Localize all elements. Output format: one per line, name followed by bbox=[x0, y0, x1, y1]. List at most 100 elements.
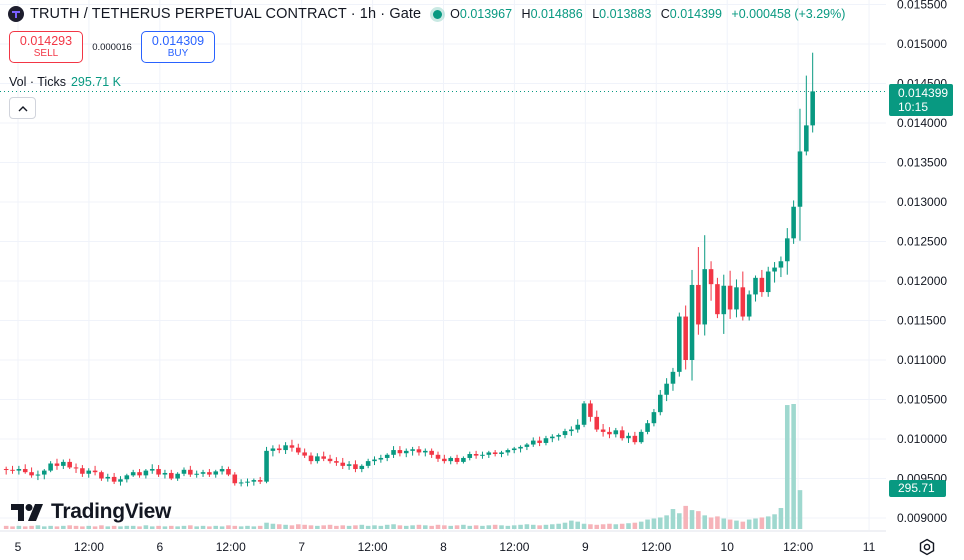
volume-bar bbox=[708, 517, 714, 529]
candle-body bbox=[73, 467, 79, 469]
time-tick-label: 8 bbox=[440, 540, 447, 554]
volume-bar bbox=[321, 525, 326, 529]
tradingview-logo[interactable]: TradingView bbox=[11, 500, 171, 524]
candle-body bbox=[734, 287, 739, 310]
candle-body bbox=[505, 450, 511, 453]
volume-bar bbox=[270, 523, 276, 529]
volume-bar bbox=[238, 526, 244, 529]
candle-body bbox=[696, 284, 701, 325]
sell-button[interactable]: 0.014293 SELL bbox=[9, 31, 83, 63]
volume-bar bbox=[73, 525, 79, 529]
volume-bar bbox=[365, 525, 371, 529]
volume-legend[interactable]: Vol · Ticks 295.71 K bbox=[9, 75, 121, 89]
volume-bar bbox=[67, 525, 72, 529]
volume-bar bbox=[797, 490, 803, 529]
volume-bar bbox=[473, 525, 479, 529]
volume-bar bbox=[143, 525, 149, 529]
candle-body bbox=[80, 468, 85, 474]
candle-body bbox=[556, 435, 561, 437]
candle-body bbox=[67, 461, 72, 468]
candle-body bbox=[10, 469, 15, 471]
price-tick-label: 0.013000 bbox=[897, 195, 947, 209]
collapse-legend-button[interactable] bbox=[9, 97, 36, 119]
volume-bar bbox=[315, 525, 320, 529]
volume-bar bbox=[168, 525, 174, 529]
volume-bar bbox=[245, 525, 250, 529]
candle-body bbox=[156, 469, 161, 475]
candle-body bbox=[454, 457, 460, 462]
candle-body bbox=[207, 472, 212, 475]
candle-body bbox=[562, 431, 568, 436]
buy-label: BUY bbox=[167, 48, 189, 59]
candle-body bbox=[334, 461, 339, 463]
candle-body bbox=[537, 440, 542, 443]
candle-body bbox=[162, 472, 168, 475]
time-tick-label: 7 bbox=[298, 540, 305, 554]
candle-body bbox=[607, 431, 612, 435]
volume-bar bbox=[137, 526, 142, 529]
candle-body bbox=[461, 457, 466, 462]
candle-body bbox=[188, 469, 193, 475]
volume-bar bbox=[226, 525, 231, 529]
price-tick-label: 0.014000 bbox=[897, 116, 947, 130]
candle-body bbox=[683, 316, 688, 360]
volume-bar bbox=[575, 521, 580, 529]
buy-button[interactable]: 0.014309 BUY bbox=[141, 31, 215, 63]
candle-body bbox=[486, 452, 492, 455]
volume-bar bbox=[429, 525, 434, 529]
candle-body bbox=[245, 481, 250, 483]
volume-bar bbox=[251, 526, 257, 529]
candlesticks bbox=[3, 52, 815, 487]
candle-body bbox=[54, 463, 60, 466]
candle-body bbox=[677, 316, 682, 372]
volume-bar bbox=[600, 524, 606, 529]
volume-bar bbox=[308, 525, 314, 529]
candle-body bbox=[213, 471, 219, 475]
time-axis[interactable]: 5 12:00 6 12:00 7 12:00 8 12:00 9 12:00 10 12:00 11 bbox=[0, 530, 886, 554]
candle-body bbox=[429, 450, 434, 455]
candle-body bbox=[435, 454, 441, 459]
buy-price: 0.014309 bbox=[151, 34, 205, 48]
candle-body bbox=[232, 474, 238, 484]
candle-body bbox=[61, 461, 66, 466]
candle-body bbox=[149, 469, 155, 471]
candle-body bbox=[708, 269, 714, 285]
volume-bar bbox=[454, 525, 460, 529]
volume-bar bbox=[448, 525, 453, 529]
gear-icon[interactable] bbox=[917, 537, 937, 557]
candle-body bbox=[111, 476, 117, 482]
volume-bar bbox=[778, 507, 784, 529]
candle-body bbox=[613, 430, 619, 435]
volume-bar bbox=[86, 525, 92, 529]
candle-body bbox=[86, 470, 92, 474]
price-axis[interactable]: 0.0155000.0150000.0145000.0140000.013500… bbox=[897, 0, 947, 525]
candle-body bbox=[397, 450, 403, 454]
price-tick-label: 0.011500 bbox=[897, 314, 946, 328]
volume-bar bbox=[296, 524, 301, 529]
volume-bar bbox=[200, 525, 206, 529]
volume-bar bbox=[689, 510, 695, 529]
candle-body bbox=[511, 448, 517, 451]
candle-body bbox=[296, 447, 301, 453]
volume-bar bbox=[651, 518, 657, 529]
volume-bar bbox=[118, 526, 123, 529]
bar-countdown: 10:15 bbox=[898, 100, 929, 114]
candle-body bbox=[35, 474, 41, 476]
candle-body bbox=[321, 456, 326, 459]
candle-body bbox=[753, 277, 758, 295]
time-tick-label: 9 bbox=[582, 540, 589, 554]
volume-bar bbox=[657, 517, 663, 529]
volume-bar bbox=[727, 519, 733, 529]
price-tick-label: 0.015000 bbox=[897, 37, 947, 51]
volume-bar bbox=[423, 525, 428, 529]
candle-body bbox=[270, 448, 276, 451]
symbol-title[interactable]: TRUTH / TETHERUS PERPETUAL CONTRACT · 1h… bbox=[30, 6, 422, 22]
candle-body bbox=[810, 91, 815, 126]
volume-bar bbox=[619, 523, 625, 529]
candle-body bbox=[518, 446, 523, 449]
change-value: +0.000458 (+3.29%) bbox=[731, 7, 846, 21]
candle-body bbox=[797, 151, 803, 207]
candle-body bbox=[194, 473, 199, 475]
volume-bar bbox=[416, 524, 422, 529]
